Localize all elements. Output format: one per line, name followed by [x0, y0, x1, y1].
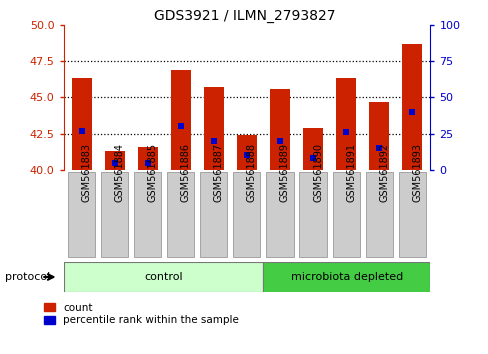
FancyBboxPatch shape — [167, 172, 194, 257]
Bar — [368, 102, 388, 170]
FancyBboxPatch shape — [233, 172, 260, 257]
FancyBboxPatch shape — [200, 172, 227, 257]
Bar — [138, 147, 158, 170]
FancyBboxPatch shape — [263, 262, 429, 292]
FancyBboxPatch shape — [266, 172, 293, 257]
Bar — [72, 79, 91, 170]
Bar — [335, 79, 355, 170]
Point — [209, 138, 217, 144]
Text: protocol: protocol — [5, 272, 50, 282]
Point — [342, 129, 349, 135]
Text: GDS3921 / ILMN_2793827: GDS3921 / ILMN_2793827 — [153, 9, 335, 23]
Point — [143, 160, 151, 165]
Text: GSM561884: GSM561884 — [115, 143, 124, 202]
Bar — [203, 87, 224, 170]
FancyBboxPatch shape — [332, 172, 359, 257]
FancyBboxPatch shape — [365, 172, 392, 257]
Bar — [237, 135, 256, 170]
Text: GSM561893: GSM561893 — [411, 143, 421, 202]
Point — [276, 138, 284, 144]
Point — [243, 153, 250, 158]
Text: GSM561888: GSM561888 — [246, 143, 256, 202]
Text: GSM561891: GSM561891 — [346, 143, 355, 202]
Bar — [303, 128, 322, 170]
Text: microbiota depleted: microbiota depleted — [290, 272, 402, 282]
Bar — [171, 70, 190, 170]
Legend: count, percentile rank within the sample: count, percentile rank within the sample — [44, 303, 239, 325]
Point — [308, 155, 316, 161]
Text: control: control — [144, 272, 183, 282]
Text: GSM561889: GSM561889 — [280, 143, 289, 202]
Text: GSM561890: GSM561890 — [312, 143, 323, 202]
FancyBboxPatch shape — [101, 172, 128, 257]
FancyBboxPatch shape — [63, 262, 263, 292]
Point — [78, 128, 85, 133]
Text: GSM561887: GSM561887 — [213, 143, 224, 202]
Bar — [402, 44, 421, 170]
FancyBboxPatch shape — [299, 172, 326, 257]
FancyBboxPatch shape — [68, 172, 95, 257]
Text: GSM561883: GSM561883 — [81, 143, 92, 202]
Text: GSM561892: GSM561892 — [378, 143, 388, 202]
Point — [111, 160, 119, 165]
Bar — [269, 88, 289, 170]
Text: GSM561886: GSM561886 — [181, 143, 190, 202]
Point — [177, 124, 184, 129]
Point — [407, 109, 415, 115]
Bar — [104, 151, 124, 170]
FancyBboxPatch shape — [398, 172, 425, 257]
Point — [374, 145, 382, 151]
Text: GSM561885: GSM561885 — [147, 143, 158, 202]
FancyBboxPatch shape — [134, 172, 161, 257]
